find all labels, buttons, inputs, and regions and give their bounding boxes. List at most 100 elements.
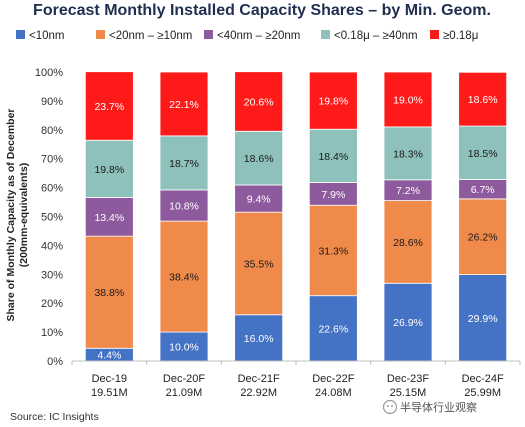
y-tick-label: 80%	[41, 125, 63, 137]
bar-stack-0: 4.4% 38.8% 13.4% 19.8% 23.7%	[84, 71, 134, 362]
x-category-sublabel: 19.51M	[91, 387, 128, 399]
y-axis-label-line-1: Share of Monthly Capacity as of December	[5, 109, 17, 322]
legend-label-4: ≥0.18μ	[443, 30, 478, 42]
bar-data-label: 22.6%	[318, 323, 348, 335]
legend: <10nm <20nm – ≥10nm <40nm – ≥20nm <0.18μ – …	[16, 30, 478, 42]
bar-segment	[234, 211, 284, 316]
bar-data-label: 18.6%	[468, 94, 498, 106]
bar-data-label: 19.0%	[393, 94, 423, 106]
bar-data-label: 19.8%	[94, 164, 124, 176]
legend-swatch-2	[204, 30, 213, 39]
bar-stack-4: 26.9% 28.6% 7.2% 18.3% 19.0%	[383, 71, 433, 362]
y-axis-label: Share of Monthly Capacity as of December…	[5, 109, 30, 322]
bar-data-label: 19.8%	[318, 96, 348, 108]
bar-data-label: 29.9%	[468, 313, 498, 325]
legend-label-0: <10nm	[29, 30, 64, 42]
x-category-label: Dec-24F	[462, 373, 504, 385]
y-tick-label: 0%	[47, 356, 63, 368]
bar-data-label: 26.9%	[393, 317, 423, 329]
bar-stack-1: 10.0% 38.4% 10.8% 18.7% 22.1%	[159, 71, 209, 362]
watermark-text: 半导体行业观察	[400, 400, 477, 414]
bar-data-label: 38.4%	[169, 272, 199, 284]
legend-label-3: <0.18μ – ≥40nm	[334, 30, 418, 42]
bar-segment	[159, 71, 209, 137]
bar-data-label: 9.4%	[247, 194, 271, 206]
y-axis-ticks: 0% 10% 20% 30% 40% 50% 60% 70% 80% 90% 100%	[35, 67, 63, 368]
bar-stack-2: 16.0% 35.5% 9.4% 18.6% 20.6%	[234, 71, 284, 362]
bar-data-label: 22.1%	[169, 99, 199, 111]
y-tick-label: 20%	[41, 298, 63, 310]
bar-segment	[159, 135, 209, 191]
bar-data-label: 18.4%	[318, 151, 348, 163]
x-category-sublabel: 25.99M	[464, 387, 501, 399]
x-category-sublabel: 24.08M	[315, 387, 352, 399]
x-axis-labels: Dec-19 19.51M Dec-20F 21.09M Dec-21F 22.92M De…	[71, 361, 521, 399]
bar-data-label: 18.7%	[169, 158, 199, 170]
bar-segment	[308, 128, 358, 183]
bar-data-label: 10.8%	[169, 201, 199, 213]
x-category-label: Dec-23F	[387, 373, 429, 385]
bars: 4.4%38.8%13.4%19.8%23.7%10.0%38.4%10.8%1…	[84, 71, 508, 362]
bar-segment	[159, 189, 209, 222]
bar-data-label: 4.4%	[97, 350, 121, 362]
x-category-sublabel: 25.15M	[390, 387, 427, 399]
legend-swatch-4	[430, 30, 439, 39]
y-tick-label: 50%	[41, 212, 63, 224]
x-category-sublabel: 21.09M	[166, 387, 203, 399]
bar-segment	[458, 125, 508, 180]
bar-data-label: 13.4%	[94, 212, 124, 224]
bar-data-label: 6.7%	[471, 184, 495, 196]
bar-segment	[84, 139, 134, 198]
bar-segment	[383, 71, 433, 128]
bar-data-label: 20.6%	[244, 96, 274, 108]
legend-swatch-1	[96, 30, 105, 39]
bar-data-label: 10.0%	[169, 342, 199, 354]
bar-segment	[159, 220, 209, 333]
bar-segment	[383, 126, 433, 181]
bar-segment	[383, 282, 433, 362]
bar-stack-3: 22.6% 31.3% 7.9% 18.4% 19.8%	[308, 71, 358, 362]
legend-label-2: <40nm – ≥20nm	[217, 30, 300, 42]
y-tick-label: 90%	[41, 96, 63, 108]
y-tick-label: 100%	[35, 67, 63, 79]
bar-segment	[234, 71, 284, 132]
source-note: Source: IC Insights	[10, 411, 99, 423]
bar-data-label: 18.3%	[393, 148, 423, 160]
bar-data-label: 26.2%	[468, 232, 498, 244]
bar-stack-5: 29.9% 26.2% 6.7% 18.5% 18.6%	[458, 71, 508, 362]
bar-segment	[84, 235, 134, 349]
y-axis-label-line-2: (200mm-equivalents)	[18, 163, 30, 267]
watermark: 半导体行业观察	[382, 399, 477, 415]
bar-data-label: 23.7%	[94, 101, 124, 113]
bar-data-label: 28.6%	[393, 237, 423, 249]
bar-data-label: 16.0%	[244, 333, 274, 345]
y-tick-label: 30%	[41, 269, 63, 281]
x-category-label: Dec-20F	[163, 373, 205, 385]
bar-segment	[234, 184, 284, 213]
bar-segment	[308, 204, 358, 297]
bar-segment	[84, 71, 134, 141]
legend-swatch-3	[321, 30, 330, 39]
wechat-logo-icon	[382, 399, 398, 415]
bar-segment	[308, 295, 358, 362]
bar-data-label: 7.2%	[396, 185, 420, 197]
y-tick-label: 70%	[41, 154, 63, 166]
bar-segment	[458, 274, 508, 362]
y-tick-label: 10%	[41, 327, 63, 339]
x-category-label: Dec-19	[92, 373, 127, 385]
chart-title: Forecast Monthly Installed Capacity Shar…	[33, 2, 491, 19]
legend-swatch-0	[16, 30, 25, 39]
bar-segment	[308, 71, 358, 130]
bar-data-label: 7.9%	[321, 189, 345, 201]
bar-segment	[383, 200, 433, 284]
y-tick-label: 40%	[41, 240, 63, 252]
x-category-sublabel: 22.92M	[240, 387, 277, 399]
bar-data-label: 31.3%	[318, 245, 348, 257]
bar-data-label: 18.6%	[244, 153, 274, 165]
bar-data-label: 38.8%	[94, 287, 124, 299]
legend-label-1: <20nm – ≥10nm	[109, 30, 192, 42]
bar-segment	[458, 71, 508, 127]
bar-data-label: 18.5%	[468, 148, 498, 160]
